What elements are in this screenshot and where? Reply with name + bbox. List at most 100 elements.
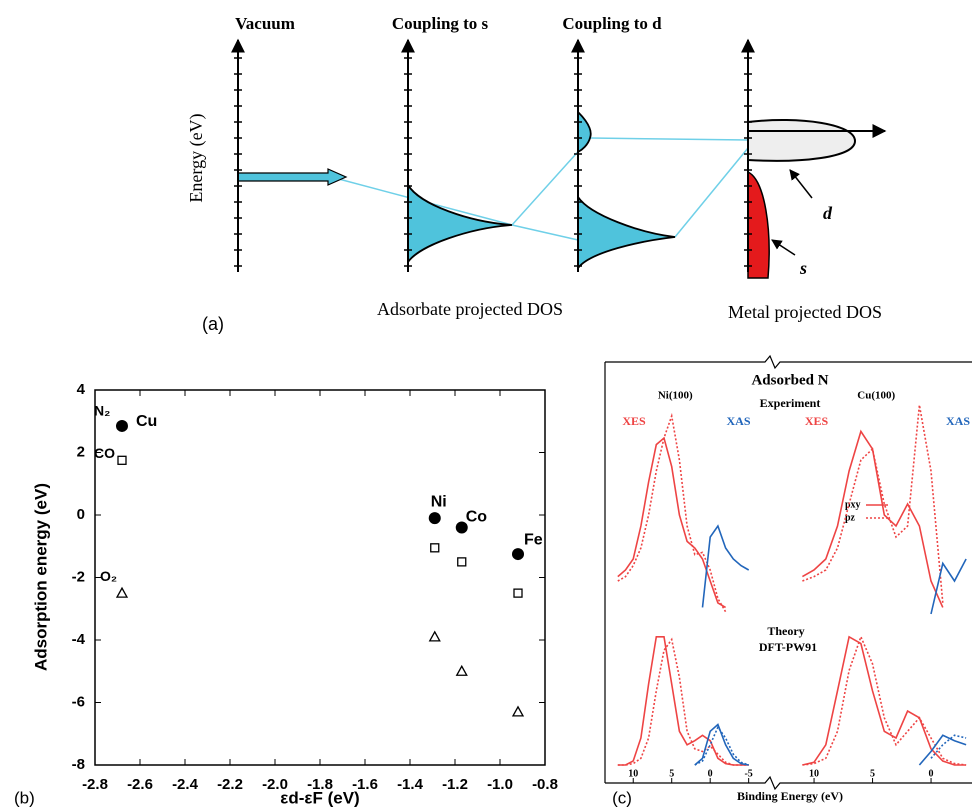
column-title: Vacuum xyxy=(235,14,295,33)
antibonding-dos xyxy=(577,109,592,154)
x-tick-label: 0 xyxy=(929,768,934,779)
x-tick-label: -5 xyxy=(744,768,752,779)
series-label: O₂ xyxy=(100,568,117,584)
y-tick-label: -2 xyxy=(72,568,85,585)
x-tick-label: -2.0 xyxy=(262,776,288,793)
group-label: Theory xyxy=(767,624,804,638)
connector xyxy=(511,224,579,241)
y-tick-label: 0 xyxy=(77,506,85,523)
group-subtitle: DFT-PW91 xyxy=(759,640,817,654)
spectrum-line xyxy=(930,558,967,615)
caption: Adsorbate projected DOS xyxy=(377,299,563,319)
s-pointer xyxy=(771,239,796,256)
data-point xyxy=(512,548,524,561)
x-tick-label: -2.6 xyxy=(127,776,153,793)
spectrum-type: XES xyxy=(622,414,646,428)
spectrum-line xyxy=(802,429,944,608)
point-label: Cu xyxy=(136,413,157,430)
data-point xyxy=(116,419,128,432)
panel-c-frame xyxy=(604,354,972,791)
data-point xyxy=(455,521,468,534)
data-point xyxy=(511,705,525,717)
point-label: Fe xyxy=(524,531,543,548)
y-tick-label: -8 xyxy=(72,756,85,773)
data-point xyxy=(513,588,523,598)
panel-label: (c) xyxy=(612,788,632,807)
y-axis-label: Adsorption energy (eV) xyxy=(31,483,50,671)
x-tick-label: -1.8 xyxy=(307,776,333,793)
spectrum-line xyxy=(802,634,967,766)
point-label: Ni xyxy=(431,493,447,510)
caption: Metal projected DOS xyxy=(728,302,882,322)
spectrum-line xyxy=(701,524,750,608)
data-point xyxy=(428,512,441,525)
lobe-label: d xyxy=(823,203,833,223)
x-tick-label: 10 xyxy=(809,768,819,779)
metal-d-band xyxy=(747,119,857,162)
x-tick-label: -1.4 xyxy=(397,776,424,793)
x-tick-label: 5 xyxy=(870,768,875,779)
series-label: CO xyxy=(94,445,115,461)
x-tick-label: -1.0 xyxy=(487,776,513,793)
adsorbate-dos xyxy=(407,181,513,265)
y-tick-label: -6 xyxy=(72,693,85,710)
series-label: N₂ xyxy=(94,403,110,419)
spectrum-line xyxy=(802,404,944,604)
panel-label: (a) xyxy=(202,314,224,334)
x-tick-label: -2.2 xyxy=(217,776,243,793)
x-tick-label: -1.6 xyxy=(352,776,378,793)
frame-bottom xyxy=(605,775,972,791)
connector xyxy=(589,137,749,141)
panel-title: Adsorbed N xyxy=(751,372,828,388)
plot-frame xyxy=(94,389,546,766)
spectrum-type: XAS xyxy=(946,414,970,428)
spectrum-type: XAS xyxy=(726,414,750,428)
spectrum-line xyxy=(617,436,726,609)
spectrum-line xyxy=(930,734,967,759)
d-pointer xyxy=(789,169,813,199)
x-tick-label: -1.2 xyxy=(442,776,468,793)
data-point xyxy=(428,630,441,642)
data-point xyxy=(117,455,127,465)
data-point xyxy=(430,543,440,553)
x-tick-label: -2.4 xyxy=(172,776,199,793)
vacuum-level-arrow xyxy=(237,168,348,186)
x-tick-label: 0 xyxy=(708,768,713,779)
y-tick-label: 2 xyxy=(77,443,85,460)
x-tick-label: 10 xyxy=(628,768,638,779)
point-label: Co xyxy=(466,509,488,526)
surface-label: Ni(100) xyxy=(658,390,693,402)
frame-top xyxy=(605,354,972,370)
lobe-label: s xyxy=(799,258,807,278)
data-point xyxy=(457,557,467,567)
metal-s-band xyxy=(747,170,770,279)
column-title: Coupling to d xyxy=(562,14,662,33)
axis-label: Energy (eV) xyxy=(186,113,207,202)
spectrum-line xyxy=(617,636,749,766)
spectrum-line xyxy=(694,725,749,766)
group-label: Experiment xyxy=(760,396,821,410)
spectrum-line xyxy=(918,734,967,766)
y-tick-label: -4 xyxy=(72,631,86,648)
spectrum-line xyxy=(617,412,727,613)
connector xyxy=(674,147,749,238)
surface-label: Cu(100) xyxy=(857,390,895,402)
spectrum-line xyxy=(802,635,967,766)
x-tick-label: -2.8 xyxy=(82,776,108,793)
spectrum-type: XES xyxy=(805,414,829,428)
connector xyxy=(511,144,585,226)
panel-a xyxy=(237,109,887,279)
panel-label: (b) xyxy=(14,788,35,807)
data-point xyxy=(115,586,129,598)
column-title: Coupling to s xyxy=(392,14,489,33)
x-axis-label: Binding Energy (eV) xyxy=(737,789,843,803)
y-tick-label: 4 xyxy=(77,381,86,398)
x-tick-label: 5 xyxy=(669,768,674,779)
spectrum-line xyxy=(694,723,749,766)
bonding-dos xyxy=(577,194,676,271)
x-tick-label: -0.8 xyxy=(532,776,558,793)
x-axis-label: εd-εF (eV) xyxy=(280,788,359,807)
legend-label: pxy xyxy=(845,499,861,510)
